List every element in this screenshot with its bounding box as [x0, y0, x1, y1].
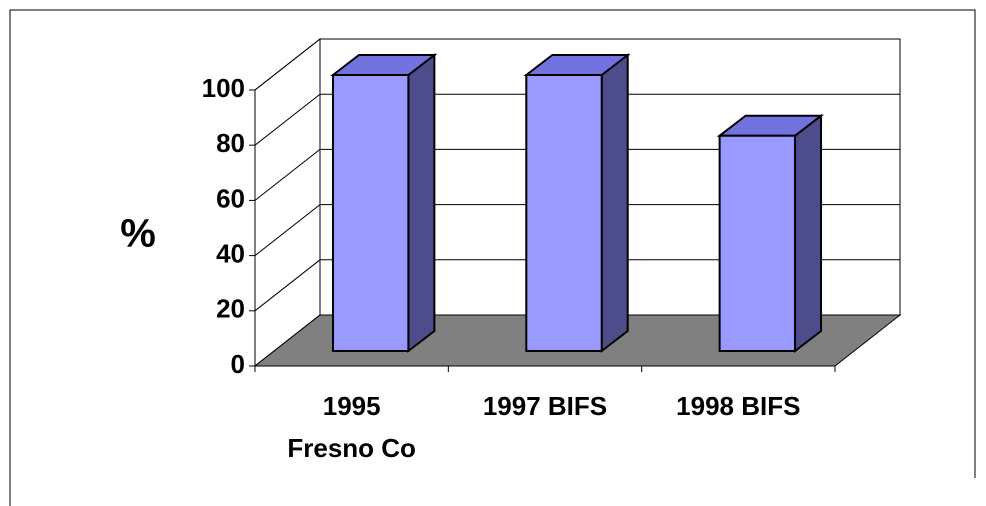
- y-tick-label: 80: [216, 128, 245, 158]
- bar-side: [794, 113, 823, 354]
- bar-front: [331, 74, 410, 352]
- y-axis-label: %: [120, 212, 156, 256]
- bar-side: [407, 52, 436, 354]
- chart-frame: [9, 9, 976, 506]
- y-tick-label: 20: [216, 294, 245, 324]
- side-wall: [254, 37, 321, 368]
- y-tick-label: 100: [202, 73, 245, 103]
- grid-line: [254, 38, 900, 91]
- grid-line: [254, 93, 900, 146]
- bar: [523, 52, 631, 354]
- x-tick-label: 1995 Fresno Co: [287, 391, 416, 463]
- bar-front: [718, 134, 797, 352]
- grid-line: [254, 148, 900, 201]
- x-tick-label: 1997 BIFS: [483, 391, 607, 421]
- bar: [716, 113, 824, 354]
- bar: [330, 52, 438, 354]
- bar-front: [525, 74, 603, 352]
- grid-line: [254, 204, 900, 256]
- x-tick-label: 1998 BIFS: [676, 391, 800, 421]
- grid-line: [254, 259, 900, 312]
- y-tick-label: 60: [216, 183, 245, 213]
- y-tick-label: 0: [231, 349, 245, 379]
- bar-side: [600, 52, 629, 354]
- y-tick-label: 40: [216, 238, 245, 268]
